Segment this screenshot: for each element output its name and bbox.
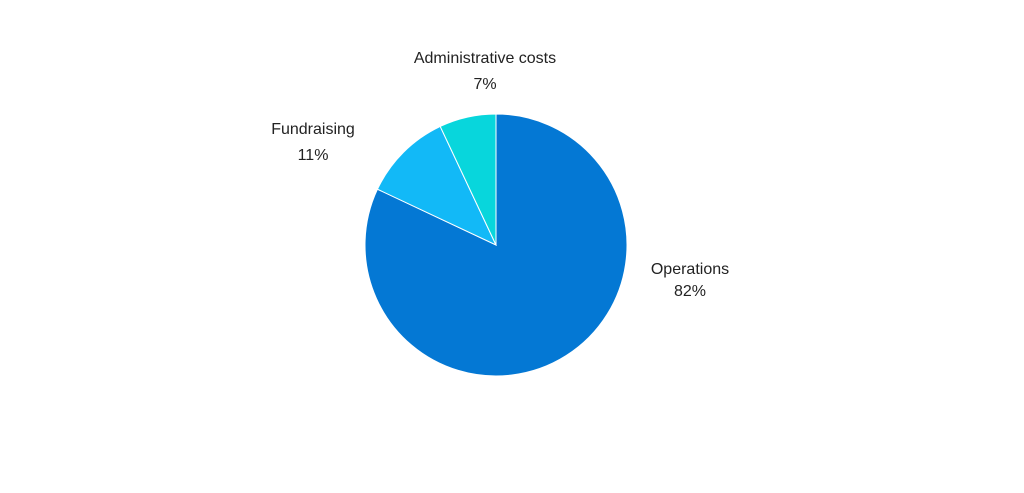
slice-value-label: 82%: [674, 283, 706, 300]
pie-data-labels: Operations 82% Fundraising 11% Administrativ…: [271, 50, 729, 300]
pie-slice-administrative-costs: [439, 113, 497, 246]
slice-category-label: Fundraising: [271, 121, 355, 138]
slice-category-label: Operations: [651, 261, 729, 278]
slice-category-label: Administrative costs: [414, 50, 556, 67]
slice-value-label: 7%: [473, 76, 496, 93]
pie-slices: [364, 113, 628, 377]
slice-value-label: 11%: [298, 147, 329, 164]
pie-slice-fundraising: [376, 125, 498, 247]
pie-slice-operations: [364, 113, 628, 377]
